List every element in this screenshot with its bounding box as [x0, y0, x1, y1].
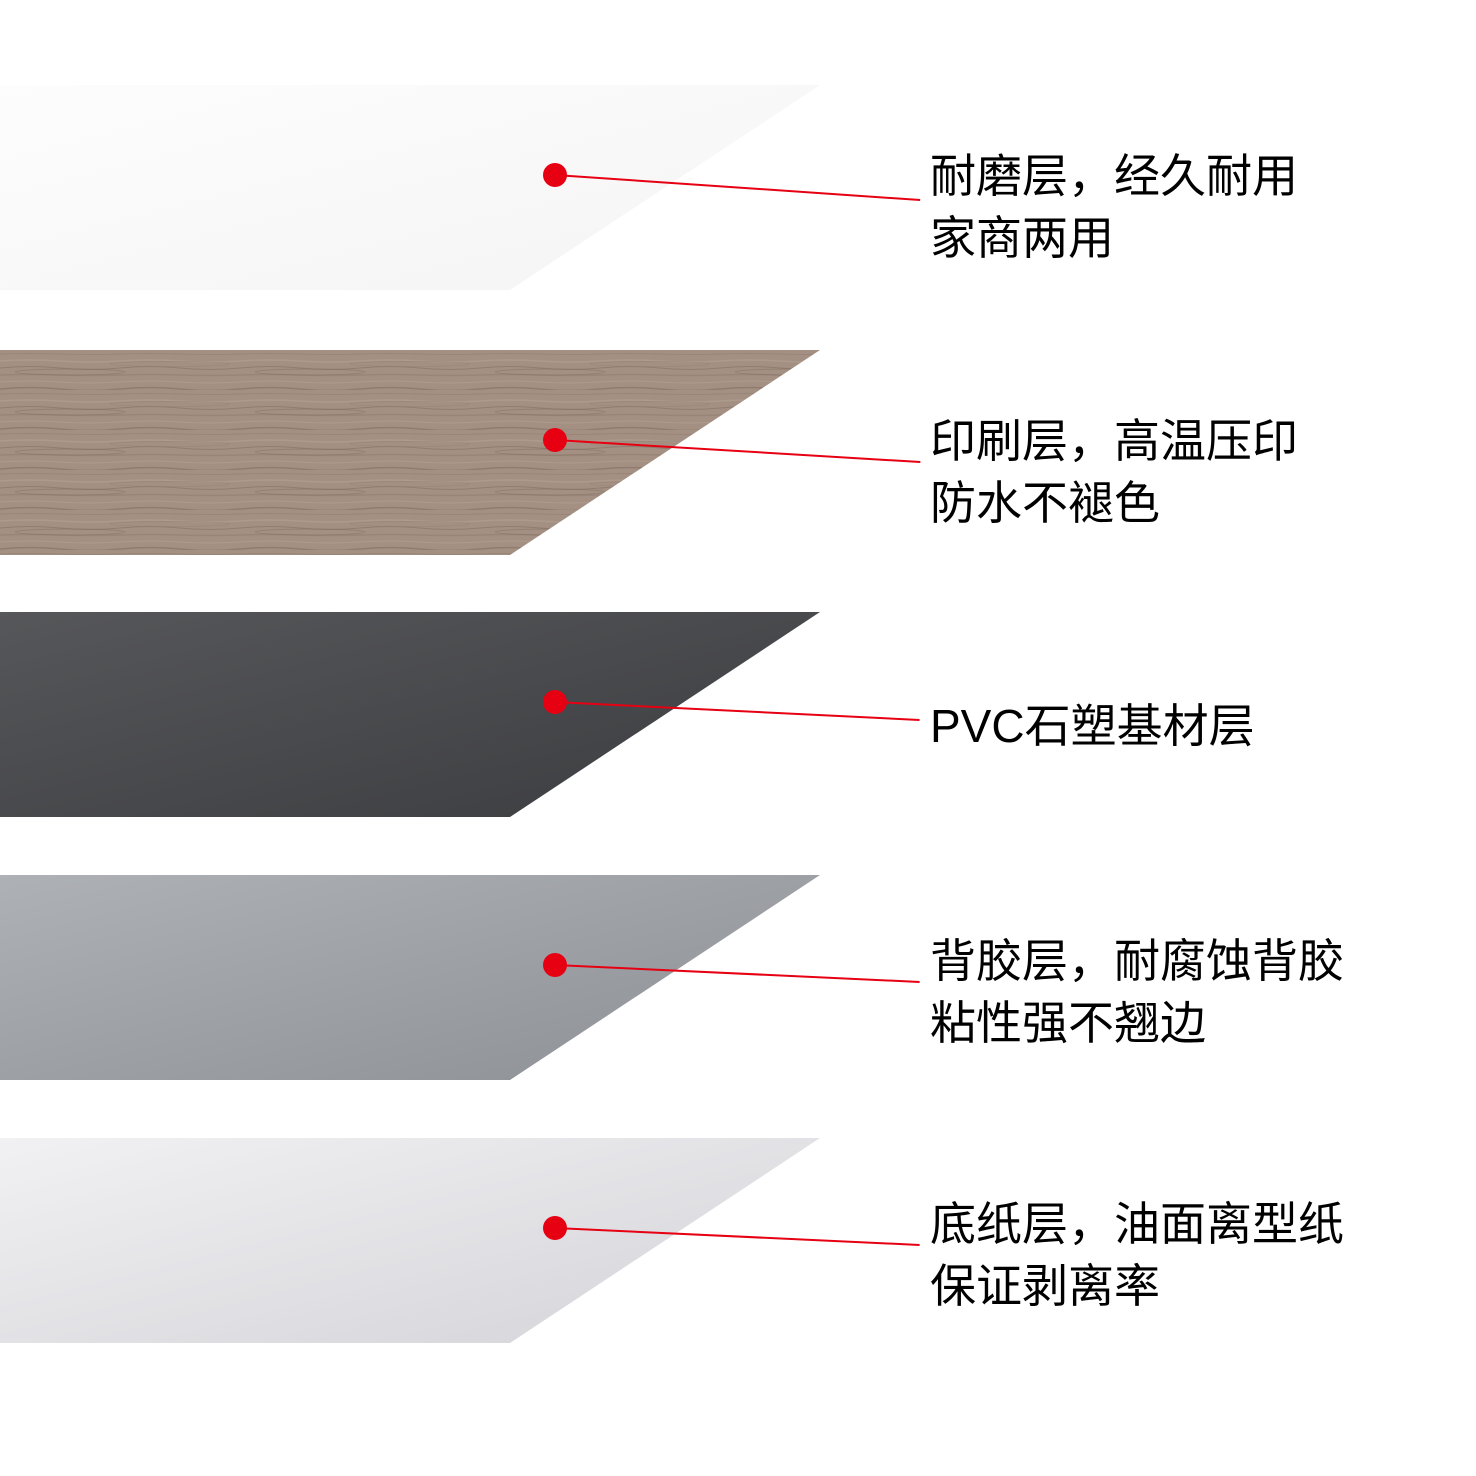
release-paper-layer-marker	[543, 1216, 567, 1240]
adhesive-layer-label: 背胶层，耐腐蚀背胶 粘性强不翘边	[930, 930, 1344, 1054]
release-paper-layer-label: 底纸层，油面离型纸 保证剥离率	[930, 1193, 1344, 1317]
release-paper-layer-slab	[0, 1138, 820, 1343]
adhesive-layer-slab	[0, 875, 820, 1080]
pvc-core-layer-marker	[543, 690, 567, 714]
wear-layer-marker	[543, 163, 567, 187]
wear-layer-label: 耐磨层，经久耐用 家商两用	[930, 145, 1298, 269]
adhesive-layer-marker	[543, 953, 567, 977]
layer-structure-diagram: 耐磨层，经久耐用 家商两用 印刷层，高温压印 防水不褪色 PVC石塑基材层 背胶…	[0, 0, 1476, 1476]
pvc-core-layer-slab	[0, 612, 820, 817]
print-layer-label: 印刷层，高温压印 防水不褪色	[930, 410, 1298, 534]
wear-layer-slab	[0, 85, 820, 290]
print-layer-slab	[0, 350, 820, 555]
print-layer-marker	[543, 428, 567, 452]
pvc-core-layer-label: PVC石塑基材层	[930, 695, 1255, 757]
